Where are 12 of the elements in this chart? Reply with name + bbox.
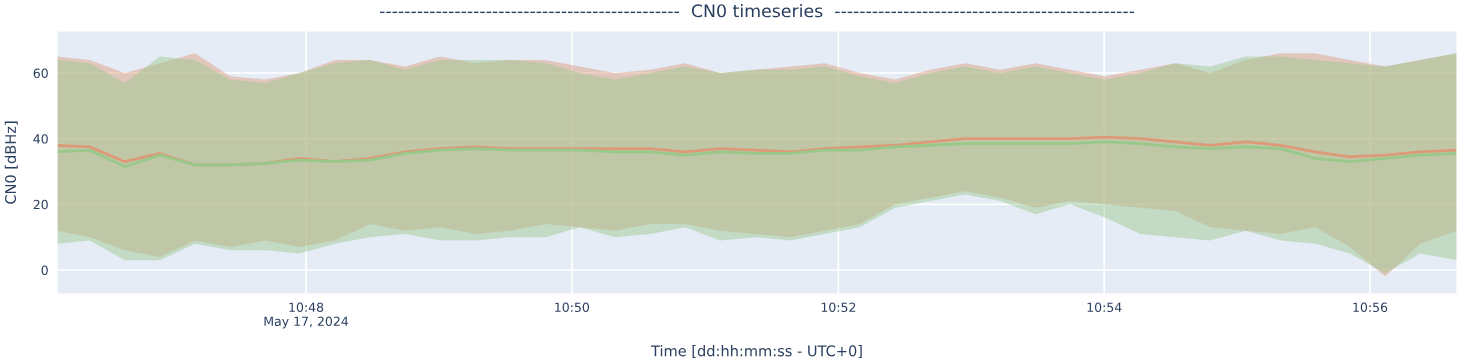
x-tick-label: 10:54 (1087, 302, 1122, 313)
x-tick-label: 10:52 (821, 302, 856, 313)
y-axis-title: CN0 [dBHz] (4, 121, 18, 204)
x-tick-label: 10:50 (555, 302, 589, 313)
y-tick-label: 60 (33, 68, 48, 78)
y-tick-label: 20 (33, 199, 48, 210)
chart-title: ------------------------------------------------ CN0 timeseries ------------------------------------------------ (380, 3, 1135, 18)
x-axis-title: Time [dd:hh:mm:ss - UTC+0] (650, 345, 862, 359)
y-tick-label: 0 (41, 265, 48, 275)
x-tick-label: 10:48 May 17, 2024 (264, 302, 349, 329)
x-tick-label: 10:56 (1353, 302, 1388, 313)
y-tick-label: 40 (33, 134, 48, 144)
